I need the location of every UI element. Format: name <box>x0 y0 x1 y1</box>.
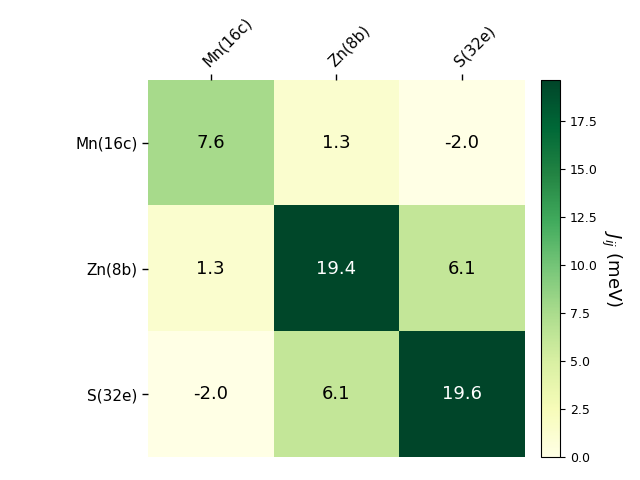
Text: 19.4: 19.4 <box>316 260 356 277</box>
Text: -2.0: -2.0 <box>445 134 479 152</box>
Y-axis label: $J_{ij}$ (meV): $J_{ij}$ (meV) <box>598 230 623 307</box>
Text: 1.3: 1.3 <box>196 260 225 277</box>
Text: 6.1: 6.1 <box>448 260 476 277</box>
Text: 6.1: 6.1 <box>322 385 351 403</box>
Text: -2.0: -2.0 <box>193 385 228 403</box>
Text: 19.6: 19.6 <box>442 385 482 403</box>
Text: 1.3: 1.3 <box>322 134 351 152</box>
Text: 7.6: 7.6 <box>196 134 225 152</box>
